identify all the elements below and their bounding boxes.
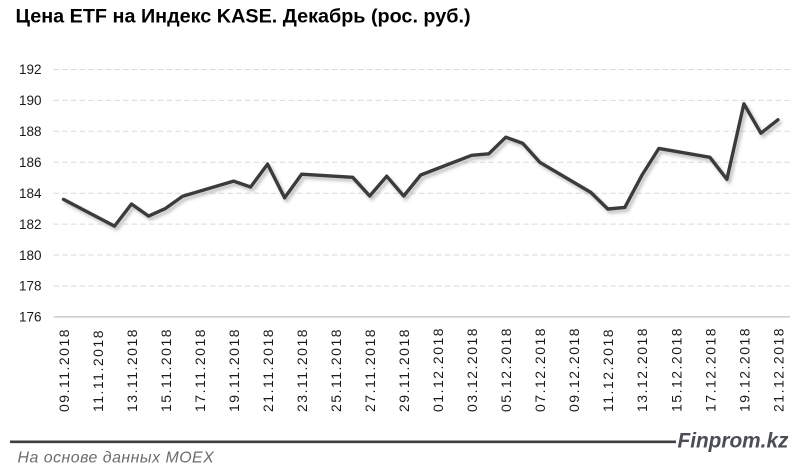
svg-text:184: 184 (19, 186, 42, 201)
svg-text:01.12.2018: 01.12.2018 (430, 327, 446, 412)
svg-text:29.11.2018: 29.11.2018 (396, 328, 412, 412)
svg-text:Цена ETF на Индекс KASE. Декаб: Цена ETF на Индекс KASE. Декабрь (рос. р… (16, 6, 471, 28)
svg-text:05.12.2018: 05.12.2018 (498, 327, 514, 412)
svg-text:27.11.2018: 27.11.2018 (362, 328, 378, 412)
svg-text:25.11.2018: 25.11.2018 (328, 328, 344, 412)
svg-text:180: 180 (19, 248, 42, 263)
svg-text:23.11.2018: 23.11.2018 (294, 328, 310, 412)
svg-text:На основе данных MOEX: На основе данных MOEX (18, 450, 216, 467)
svg-text:176: 176 (19, 310, 42, 325)
svg-text:09.12.2018: 09.12.2018 (566, 327, 582, 412)
svg-text:07.12.2018: 07.12.2018 (532, 327, 548, 412)
svg-text:19.12.2018: 19.12.2018 (736, 327, 752, 412)
svg-text:21.11.2018: 21.11.2018 (260, 328, 276, 412)
svg-text:190: 190 (19, 93, 42, 108)
svg-text:13.11.2018: 13.11.2018 (124, 328, 140, 412)
svg-text:11.12.2018: 11.12.2018 (600, 328, 616, 412)
svg-text:17.12.2018: 17.12.2018 (702, 327, 718, 412)
svg-text:11.11.2018: 11.11.2018 (90, 329, 106, 412)
svg-text:09.11.2018: 09.11.2018 (56, 328, 72, 412)
svg-text:15.12.2018: 15.12.2018 (668, 327, 684, 412)
svg-text:192: 192 (19, 62, 42, 77)
svg-text:178: 178 (19, 279, 42, 294)
svg-text:15.11.2018: 15.11.2018 (158, 328, 174, 412)
svg-text:21.12.2018: 21.12.2018 (770, 327, 786, 412)
svg-text:188: 188 (19, 124, 42, 139)
svg-text:186: 186 (19, 155, 42, 170)
svg-text:19.11.2018: 19.11.2018 (226, 328, 242, 412)
svg-text:03.12.2018: 03.12.2018 (464, 327, 480, 412)
svg-text:Finprom.kz: Finprom.kz (678, 430, 790, 453)
svg-text:13.12.2018: 13.12.2018 (634, 327, 650, 412)
svg-text:17.11.2018: 17.11.2018 (192, 328, 208, 412)
svg-text:182: 182 (19, 217, 42, 232)
